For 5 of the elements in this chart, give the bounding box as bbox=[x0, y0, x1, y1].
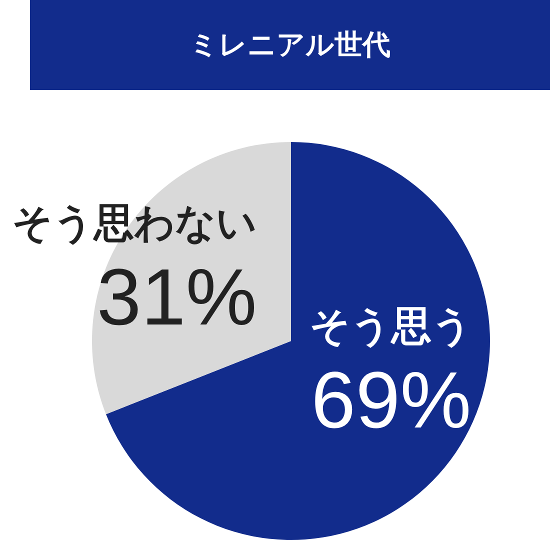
data-label: 31% bbox=[96, 252, 257, 342]
data-label: 69% bbox=[311, 356, 472, 445]
chart-title: ミレニアル世代 bbox=[190, 28, 390, 61]
slice-label: そう思わない bbox=[12, 200, 257, 246]
slice-label: そう思う bbox=[310, 304, 473, 350]
